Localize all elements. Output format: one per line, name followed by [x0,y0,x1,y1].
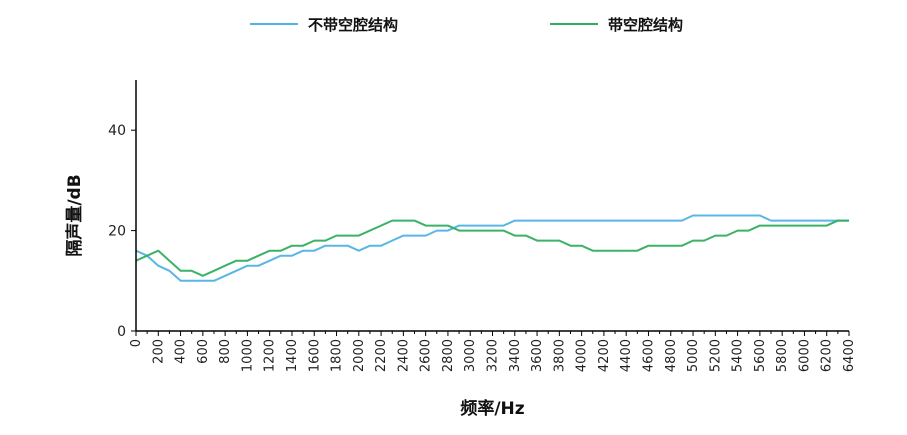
y-tick-label: 40 [108,123,126,139]
x-tick-label: 200 [151,339,166,364]
x-tick-label: 3200 [486,339,501,372]
series-line-1 [135,214,849,282]
x-tick-label: 5400 [731,339,746,372]
x-tick-label: 800 [218,339,233,364]
x-tick-label: 600 [196,339,211,364]
legend-item-series-1: 不带空腔结构 [250,12,398,36]
x-tick-label: 3000 [463,339,478,372]
x-tick-label: 1600 [307,339,322,372]
y-tick-label: 20 [108,224,126,240]
x-tick-label: 5800 [775,339,790,372]
x-tick-label: 2000 [352,339,367,372]
x-tick-label: 4400 [619,339,634,372]
x-tick-label: 1800 [330,339,345,372]
x-tick-label: 4800 [664,339,679,372]
x-tick-label: 400 [174,339,189,364]
x-tick-label: 6400 [842,339,857,372]
x-tick-label: 3400 [508,339,523,372]
legend-item-series-2: 带空腔结构 [550,12,683,36]
y-axis-title: 隔声量/dB [64,174,85,256]
legend-label-series-1: 不带空腔结构 [308,15,399,34]
x-tick-label: 2400 [396,339,411,372]
x-tick-label: 1400 [285,339,300,372]
x-tick-label: 1200 [263,339,278,372]
x-tick-label: 1000 [240,339,255,372]
x-tick-label: 2600 [419,339,434,372]
legend-label-series-2: 带空腔结构 [608,15,684,34]
y-tick-label: 0 [117,324,126,340]
x-tick-label: 4200 [597,339,612,372]
x-tick-label: 0 [129,339,144,347]
x-tick-label: 6000 [797,339,812,372]
x-tick-label: 5000 [686,339,701,372]
x-tick-label: 2800 [441,339,456,372]
legend-swatch-series-2 [550,23,598,25]
x-tick-label: 4000 [575,339,590,372]
x-tick-label: 4600 [641,339,656,372]
legend-swatch-series-1 [250,23,298,25]
series-line-2 [135,219,849,277]
x-axis-title: 频率/Hz [460,398,524,419]
x-tick-label: 6200 [820,339,835,372]
x-tick-label: 2200 [374,339,389,372]
x-tick-label: 5600 [753,339,768,372]
x-tick-label: 5200 [708,339,723,372]
x-tick-label: 3800 [552,339,567,372]
x-tick-label: 3600 [530,339,545,372]
